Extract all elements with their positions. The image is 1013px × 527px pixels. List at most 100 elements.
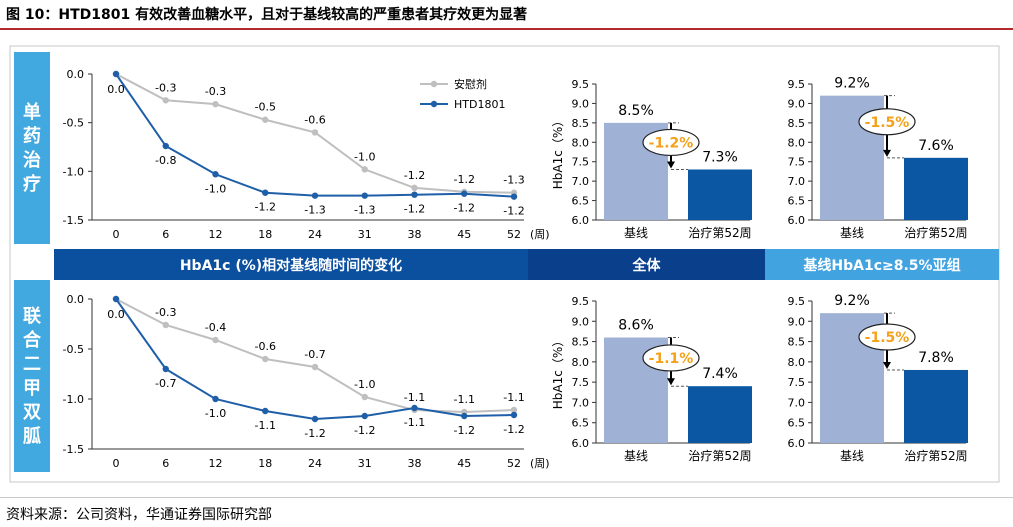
x-tick-label: 31 <box>358 228 372 241</box>
section-band <box>528 249 765 280</box>
y-tick-label: 8.0 <box>572 356 590 369</box>
row-label-box <box>14 280 50 472</box>
delta-arrow-head <box>667 378 675 386</box>
y-tick-label: 7.5 <box>788 156 806 169</box>
delta-oval <box>642 344 700 372</box>
delta-label: -1.2% <box>649 135 694 151</box>
data-point <box>212 100 219 108</box>
data-label: -1.3 <box>304 204 325 217</box>
data-label: 0.0 <box>107 308 125 321</box>
y-tick-label: 9.0 <box>788 315 806 328</box>
data-label: -1.2 <box>255 201 276 214</box>
section-band-label: 全体 <box>632 257 662 274</box>
bar-value-label: 7.6% <box>918 138 954 154</box>
x-tick-label: 治疗第52周 <box>688 226 751 240</box>
data-label: -1.0 <box>205 407 226 420</box>
data-label: -1.0 <box>354 378 375 391</box>
y-axis-title: HbA1c（%） <box>551 335 565 410</box>
data-label: -1.1 <box>255 419 276 432</box>
data-point <box>162 365 169 373</box>
section-band-label: HbA1c (%)相对基线随时间的变化 <box>180 257 402 274</box>
y-tick-label: 9.0 <box>788 97 806 110</box>
y-tick-label: 6.5 <box>788 195 806 208</box>
data-point <box>212 395 219 403</box>
data-label: -1.2 <box>503 205 524 218</box>
x-tick-label: 基线 <box>840 226 864 240</box>
y-tick-label: -1.5 <box>63 214 84 227</box>
data-point <box>361 166 368 173</box>
row-label-char: 甲 <box>23 378 41 399</box>
y-tick-label: 7.5 <box>572 376 590 389</box>
data-point <box>262 189 269 196</box>
x-tick-label: 38 <box>408 228 422 241</box>
y-tick-label: -1.0 <box>63 393 84 406</box>
y-tick-label: 7.0 <box>572 175 590 188</box>
data-point <box>510 406 518 414</box>
x-tick-label: 基线 <box>624 449 648 463</box>
data-point <box>510 193 518 200</box>
data-label: -0.4 <box>205 321 226 334</box>
data-label: -1.2 <box>454 173 475 186</box>
x-tick-label: 45 <box>457 457 471 470</box>
x-tick-label: 6 <box>162 228 169 241</box>
section-band <box>765 249 999 280</box>
figure-title: 图 10：HTD1801 有效改善血糖水平，且对于基线较高的严重患者其疗效更为显… <box>6 7 528 23</box>
row-label-char: 胍 <box>23 425 41 447</box>
data-label: -1.0 <box>354 150 375 163</box>
y-tick-label: 6.5 <box>788 417 806 430</box>
y-tick-label: 6.0 <box>572 214 590 227</box>
legend-label: HTD1801 <box>454 98 505 111</box>
delta-label: -1.1% <box>649 351 694 367</box>
legend-marker <box>430 100 438 108</box>
data-label: -0.3 <box>155 81 176 94</box>
y-tick-label: 8.5 <box>788 117 806 130</box>
data-point <box>162 142 169 150</box>
data-label: -1.3 <box>503 174 524 187</box>
y-tick-label: 6.0 <box>572 437 590 450</box>
x-tick-label: 0 <box>113 457 120 470</box>
data-point <box>162 97 169 104</box>
x-tick-label: 18 <box>258 228 272 241</box>
data-point <box>311 192 319 199</box>
title-underline <box>0 28 1013 30</box>
y-tick-label: 8.0 <box>572 136 590 149</box>
y-tick-label: 8.0 <box>788 356 806 369</box>
data-label: -0.8 <box>155 154 176 167</box>
data-label: 0.0 <box>107 83 125 96</box>
row-label-char: 治 <box>23 149 41 171</box>
x-tick-label: 38 <box>408 457 422 470</box>
y-tick-label: -0.5 <box>63 343 84 356</box>
legend-label: 安慰剂 <box>454 77 487 91</box>
y-tick-label: -0.5 <box>63 117 84 130</box>
bar-week52 <box>904 369 968 443</box>
y-tick-label: 6.5 <box>572 195 590 208</box>
data-label: -1.2 <box>503 423 524 436</box>
y-axis-title: HbA1c（%） <box>551 115 565 190</box>
legend-marker <box>430 80 438 88</box>
delta-oval <box>642 128 700 157</box>
data-label: -0.3 <box>205 85 226 98</box>
x-tick-label: 18 <box>258 457 272 470</box>
data-label: -1.2 <box>354 424 375 437</box>
delta-label: -1.5% <box>865 115 910 131</box>
y-tick-label: 9.5 <box>572 78 590 91</box>
x-tick-label: 24 <box>308 457 322 470</box>
data-point <box>361 393 368 401</box>
x-tick-label: 24 <box>308 228 322 241</box>
y-tick-label: 6.5 <box>572 417 590 430</box>
data-label: -0.7 <box>155 377 176 390</box>
y-tick-label: 0.0 <box>67 68 85 81</box>
y-tick-label: 7.5 <box>788 376 806 389</box>
data-point <box>212 336 219 344</box>
source-note: 资料来源：公司资料，华通证券国际研究部 <box>6 507 272 523</box>
y-tick-label: 0.0 <box>67 293 85 306</box>
y-tick-label: 8.5 <box>788 336 806 349</box>
data-label: -1.2 <box>404 203 425 216</box>
y-tick-label: 8.5 <box>572 117 590 130</box>
data-label: -1.0 <box>205 182 226 195</box>
bar-week52 <box>904 157 968 220</box>
y-tick-label: 9.0 <box>572 315 590 328</box>
x-tick-label: 12 <box>209 457 223 470</box>
x-tick-label: 52 <box>507 228 521 241</box>
y-tick-label: 6.0 <box>788 214 806 227</box>
